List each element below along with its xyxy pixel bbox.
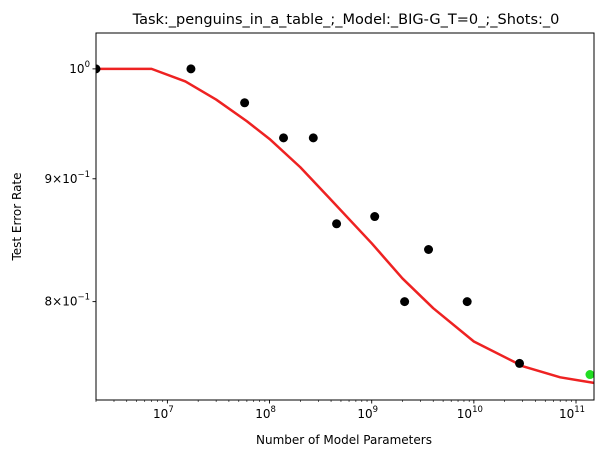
x-tick-label: 107	[153, 405, 174, 421]
axes-frame	[95, 32, 595, 401]
data-point	[585, 370, 594, 380]
y-tick-label: 9×10−1	[45, 170, 91, 186]
data-point	[424, 245, 434, 254]
data-point	[515, 358, 525, 368]
y-tick-label: 8×10−1	[45, 293, 91, 309]
x-tick-label: 109	[357, 405, 378, 421]
y-axis: 100 9×10−1 8×10−1	[45, 60, 96, 309]
fit-curve-line	[96, 67, 594, 385]
x-tick-label: 1011	[559, 405, 585, 421]
x-tick-label: 108	[255, 405, 276, 421]
data-point	[279, 133, 289, 143]
data-point	[462, 297, 472, 307]
data-point	[332, 219, 342, 229]
x-axis: 107 108 109 1010 1011	[95, 400, 585, 421]
data-point	[96, 64, 101, 74]
data-point	[400, 297, 410, 307]
chart-title: Task:_penguins_in_a_table_;_Model:_BIG-G…	[132, 12, 560, 28]
y-axis-label: Test Error Rate	[10, 172, 24, 261]
x-tick-label: 1010	[457, 405, 483, 421]
plot-area	[96, 64, 594, 385]
data-point	[370, 212, 380, 222]
data-point	[240, 98, 250, 108]
data-point	[308, 133, 318, 143]
data-point	[186, 64, 196, 74]
y-tick-label: 100	[69, 60, 90, 76]
x-axis-label: Number of Model Parameters	[256, 433, 432, 447]
